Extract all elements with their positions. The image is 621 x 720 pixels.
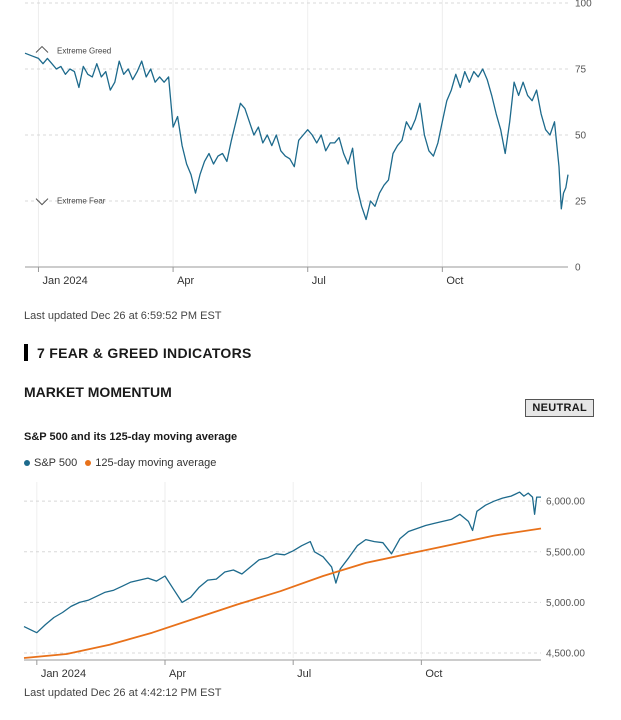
y-tick-label: 50: [575, 131, 587, 142]
section-header: 7 FEAR & GREED INDICATORS: [24, 344, 252, 361]
y-tick-label: 6,000.00: [546, 497, 585, 508]
x-tick-label: Apr: [177, 275, 194, 287]
y-tick-label: 75: [575, 65, 587, 76]
rating-badge: NEUTRAL: [525, 399, 594, 417]
section-title: 7 FEAR & GREED INDICATORS: [37, 344, 252, 361]
x-tick-label: Jan 2024: [42, 275, 87, 287]
y-tick-label: 5,000.00: [546, 598, 585, 609]
x-tick-label: Jan 2024: [41, 668, 86, 680]
y-tick-label: 4,500.00: [546, 648, 585, 659]
x-tick-label: Apr: [169, 668, 186, 680]
legend-dot-moving-average: [85, 460, 92, 466]
legend-label-sp500: S&P 500: [34, 457, 78, 469]
series-line-secondary: [23, 527, 542, 659]
chevron-down-icon: [35, 198, 49, 206]
chart-subtitle: S&P 500 and its 125-day moving average: [24, 431, 238, 443]
y-tick-label: 25: [575, 197, 587, 208]
legend-label-moving-average: 125-day moving average: [95, 457, 217, 469]
fear-greed-last-updated: Last updated Dec 26 at 6:59:52 PM EST: [24, 310, 222, 322]
x-tick-label: Jul: [312, 275, 326, 287]
legend-item-sp500: S&P 500: [24, 457, 77, 469]
y-tick-label: 100: [575, 0, 592, 10]
series-line-primary: [23, 491, 541, 634]
x-tick-label: Oct: [425, 668, 442, 680]
fear-greed-chart: 0 25 50 75 100 Jan 2024 Apr Jul Oct Extreme Greed…: [24, 0, 592, 287]
y-tick-label: 0: [575, 263, 581, 274]
section-header-bar: [24, 344, 28, 361]
sp500-last-updated: Last updated Dec 26 at 4:42:12 PM EST: [24, 687, 222, 699]
sp500-chart: 4,500.00 5,000.00 5,500.00 6,000.00 Jan 2024…: [23, 482, 585, 680]
chart-legend: S&P 500 125-day moving average: [24, 457, 216, 469]
indicator-title: MARKET MOMENTUM: [24, 384, 172, 400]
chevron-up-icon: [35, 45, 49, 53]
legend-item-moving-average: 125-day moving average: [85, 457, 216, 469]
series-line-primary: [24, 52, 569, 221]
y-tick-label: 5,500.00: [546, 547, 585, 558]
x-tick-label: Jul: [297, 668, 311, 680]
extreme-greed-label: Extreme Greed: [57, 47, 111, 56]
x-tick-label: Oct: [446, 275, 463, 287]
extreme-fear-label: Extreme Fear: [57, 197, 106, 206]
legend-dot-sp500: [24, 460, 30, 466]
